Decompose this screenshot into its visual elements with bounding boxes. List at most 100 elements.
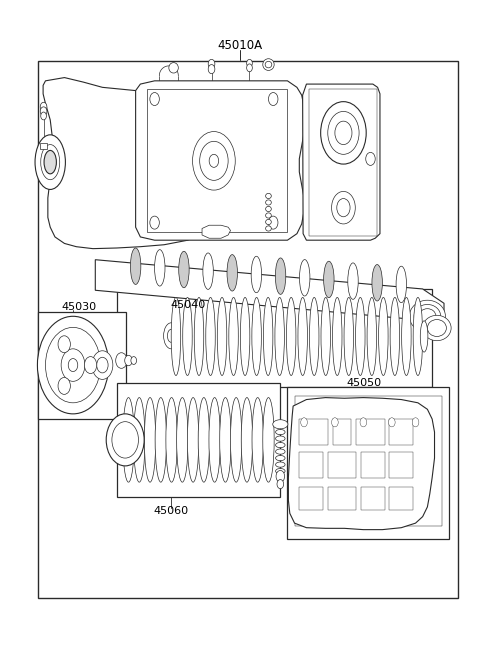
Ellipse shape bbox=[96, 358, 108, 373]
Ellipse shape bbox=[125, 356, 132, 366]
Ellipse shape bbox=[40, 102, 47, 112]
Ellipse shape bbox=[265, 213, 271, 218]
Ellipse shape bbox=[123, 398, 134, 482]
Ellipse shape bbox=[276, 468, 285, 474]
Ellipse shape bbox=[169, 62, 179, 73]
Ellipse shape bbox=[131, 357, 137, 365]
Ellipse shape bbox=[44, 150, 56, 174]
Ellipse shape bbox=[276, 449, 285, 454]
Ellipse shape bbox=[301, 418, 307, 427]
Ellipse shape bbox=[390, 297, 400, 375]
Ellipse shape bbox=[321, 297, 331, 375]
Ellipse shape bbox=[220, 398, 231, 482]
Ellipse shape bbox=[155, 250, 165, 286]
Ellipse shape bbox=[251, 256, 262, 293]
Ellipse shape bbox=[265, 61, 272, 68]
Bar bbox=[147, 89, 288, 232]
Ellipse shape bbox=[92, 351, 113, 379]
Ellipse shape bbox=[348, 263, 358, 299]
Bar bbox=[333, 419, 351, 445]
Ellipse shape bbox=[247, 59, 252, 67]
Ellipse shape bbox=[206, 297, 215, 375]
Ellipse shape bbox=[356, 297, 365, 375]
Ellipse shape bbox=[263, 59, 274, 70]
Ellipse shape bbox=[276, 443, 285, 447]
Bar bbox=[389, 487, 413, 510]
Ellipse shape bbox=[276, 462, 285, 467]
Ellipse shape bbox=[310, 297, 319, 375]
Ellipse shape bbox=[252, 297, 261, 375]
Ellipse shape bbox=[192, 132, 235, 190]
Ellipse shape bbox=[360, 418, 367, 427]
Bar bbox=[40, 142, 47, 149]
Ellipse shape bbox=[409, 300, 445, 333]
Bar bbox=[117, 383, 280, 497]
Ellipse shape bbox=[276, 436, 285, 441]
Ellipse shape bbox=[150, 216, 159, 229]
Polygon shape bbox=[136, 81, 304, 240]
Ellipse shape bbox=[58, 377, 71, 394]
Ellipse shape bbox=[252, 398, 264, 482]
Bar bbox=[328, 487, 356, 510]
Bar bbox=[117, 289, 432, 386]
Bar bbox=[288, 386, 449, 539]
Ellipse shape bbox=[41, 112, 47, 120]
Bar bbox=[389, 419, 413, 445]
Bar bbox=[300, 451, 323, 478]
Bar bbox=[300, 487, 323, 510]
Ellipse shape bbox=[37, 316, 108, 414]
Ellipse shape bbox=[268, 92, 278, 106]
Ellipse shape bbox=[84, 357, 96, 373]
Ellipse shape bbox=[413, 297, 423, 375]
Ellipse shape bbox=[273, 420, 288, 429]
Ellipse shape bbox=[230, 398, 242, 482]
Ellipse shape bbox=[414, 304, 441, 328]
Ellipse shape bbox=[423, 316, 451, 340]
Ellipse shape bbox=[133, 398, 145, 482]
Ellipse shape bbox=[396, 266, 407, 302]
Ellipse shape bbox=[155, 398, 167, 482]
Ellipse shape bbox=[194, 297, 204, 375]
Ellipse shape bbox=[116, 353, 127, 368]
Ellipse shape bbox=[427, 319, 446, 337]
Ellipse shape bbox=[265, 219, 271, 224]
Polygon shape bbox=[202, 225, 230, 238]
Ellipse shape bbox=[328, 112, 359, 154]
Ellipse shape bbox=[40, 107, 47, 116]
Ellipse shape bbox=[68, 359, 78, 371]
Ellipse shape bbox=[35, 135, 65, 190]
Text: 45060: 45060 bbox=[154, 506, 189, 516]
Ellipse shape bbox=[150, 92, 159, 106]
Bar bbox=[38, 61, 458, 598]
Ellipse shape bbox=[131, 248, 141, 285]
Bar bbox=[295, 396, 442, 526]
Ellipse shape bbox=[208, 64, 215, 73]
Bar bbox=[309, 89, 377, 236]
Ellipse shape bbox=[198, 398, 210, 482]
Ellipse shape bbox=[276, 470, 285, 482]
Ellipse shape bbox=[247, 64, 252, 72]
Ellipse shape bbox=[61, 349, 85, 381]
Ellipse shape bbox=[209, 154, 219, 167]
Ellipse shape bbox=[277, 480, 284, 489]
Ellipse shape bbox=[298, 297, 307, 375]
Ellipse shape bbox=[324, 261, 334, 298]
Ellipse shape bbox=[402, 297, 411, 375]
Ellipse shape bbox=[344, 297, 354, 375]
Ellipse shape bbox=[58, 336, 71, 353]
Ellipse shape bbox=[263, 398, 274, 482]
Ellipse shape bbox=[217, 297, 227, 375]
Ellipse shape bbox=[268, 216, 278, 229]
Ellipse shape bbox=[229, 297, 238, 375]
Ellipse shape bbox=[287, 297, 296, 375]
Bar bbox=[38, 312, 126, 419]
Polygon shape bbox=[96, 260, 444, 335]
Text: 45030: 45030 bbox=[61, 302, 96, 312]
Ellipse shape bbox=[240, 297, 250, 375]
Bar bbox=[389, 451, 413, 478]
Ellipse shape bbox=[265, 226, 271, 231]
Ellipse shape bbox=[112, 422, 138, 458]
Ellipse shape bbox=[332, 418, 338, 427]
Ellipse shape bbox=[179, 251, 189, 288]
Bar bbox=[361, 451, 384, 478]
